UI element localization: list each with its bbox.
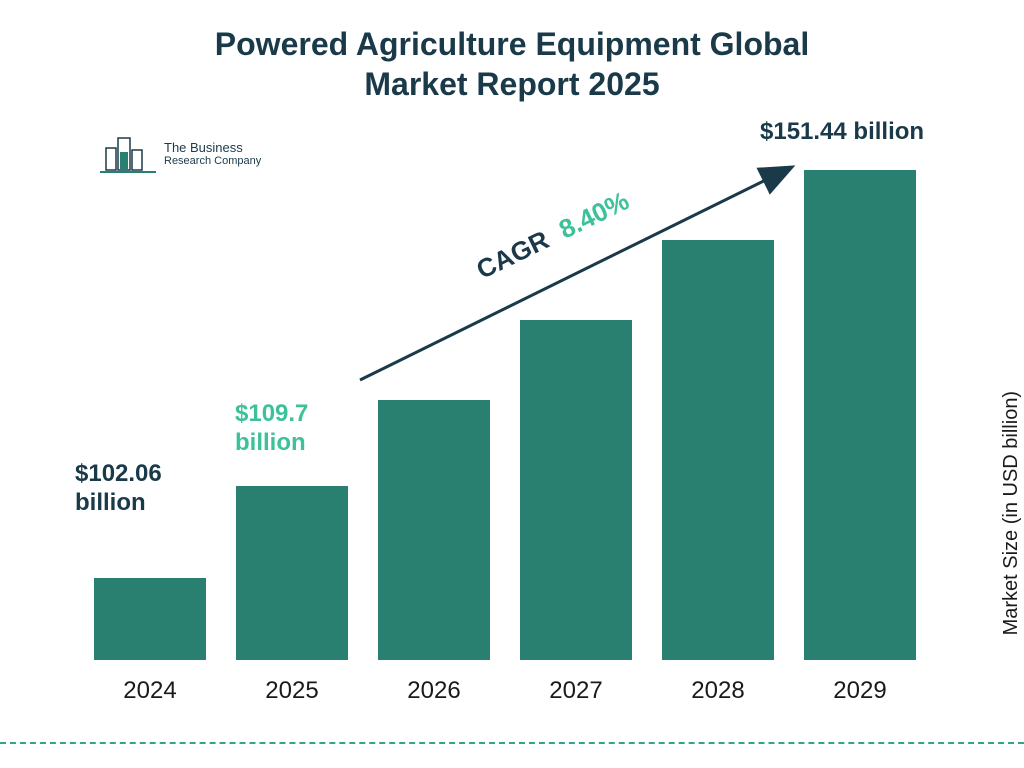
x-axis-labels: 2024 2025 2026 2027 2028 2029	[70, 667, 940, 705]
x-label: 2029	[800, 667, 920, 705]
y-axis-label: Market Size (in USD billion)	[1001, 391, 1024, 636]
value-first-l1: $102.06	[75, 460, 162, 487]
x-label: 2026	[374, 667, 494, 705]
bar-slot	[516, 320, 636, 660]
title-line1: Powered Agriculture Equipment Global	[215, 26, 809, 62]
title-line2: Market Report 2025	[364, 66, 659, 102]
x-label: 2025	[232, 667, 352, 705]
bar-2025	[236, 486, 348, 660]
value-label-last: $151.44 billion	[760, 118, 924, 147]
bar-2026	[378, 400, 490, 660]
value-label-first: $102.06 billion	[75, 460, 162, 518]
bar-slot	[90, 578, 210, 660]
bottom-dashed-line	[0, 742, 1024, 744]
value-first-l2: billion	[75, 489, 146, 516]
chart-area: 2024 2025 2026 2027 2028 2029	[70, 120, 940, 705]
bar-2028	[662, 240, 774, 660]
bar-slot	[232, 486, 352, 660]
x-label: 2024	[90, 667, 210, 705]
value-second-l2: billion	[235, 429, 306, 456]
x-label: 2028	[658, 667, 778, 705]
value-last-text: $151.44 billion	[760, 118, 924, 145]
bar-slot	[800, 170, 920, 660]
bar-slot	[374, 400, 494, 660]
x-label: 2027	[516, 667, 636, 705]
bar-2027	[520, 320, 632, 660]
bar-container	[70, 120, 940, 660]
chart-title: Powered Agriculture Equipment Global Mar…	[0, 0, 1024, 104]
bar-2024	[94, 578, 206, 660]
bar-2029	[804, 170, 916, 660]
bar-slot	[658, 240, 778, 660]
value-label-second: $109.7 billion	[235, 400, 308, 458]
value-second-l1: $109.7	[235, 400, 308, 427]
